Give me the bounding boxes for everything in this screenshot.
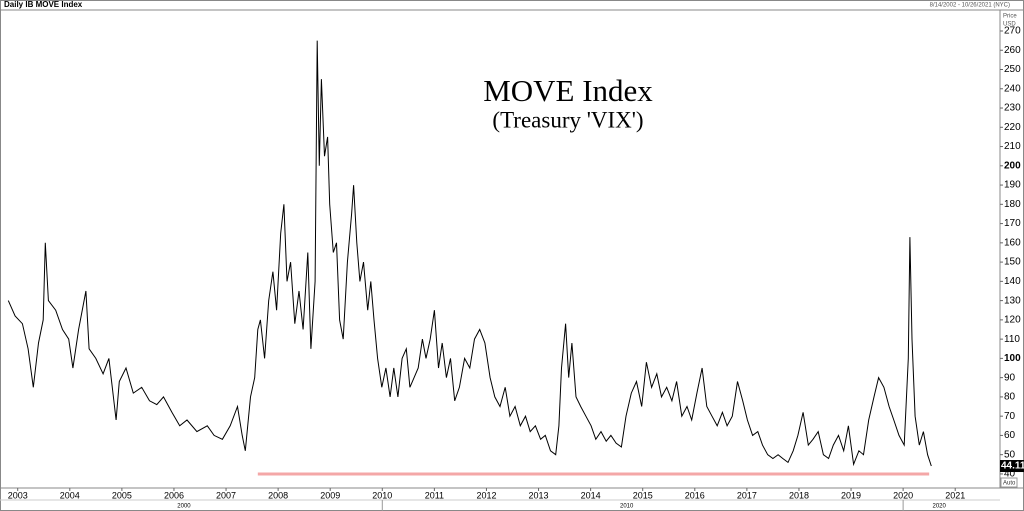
- x-tick-label: 2018: [789, 490, 809, 500]
- y-tick-label: 160: [1004, 237, 1021, 248]
- x-tick-label: 2016: [685, 490, 705, 500]
- y-tick-label: 150: [1004, 257, 1021, 268]
- y-tick-label: 40: [1004, 469, 1016, 480]
- decade-label: 2020: [932, 504, 946, 510]
- x-tick-label: 2020: [893, 490, 913, 500]
- x-tick-label: 2009: [320, 490, 340, 500]
- x-tick-label: 2005: [112, 490, 132, 500]
- decade-label: 2000: [177, 504, 191, 510]
- x-tick-label: 2004: [60, 490, 80, 500]
- y-tick-label: 140: [1004, 276, 1021, 287]
- y-tick-label: 80: [1004, 392, 1016, 403]
- price-line: [7, 40, 932, 467]
- chart-title: Daily IB MOVE Index: [4, 0, 83, 9]
- y-tick-label: 130: [1004, 295, 1021, 306]
- x-tick-label: 2006: [164, 490, 184, 500]
- y-tick-label: 270: [1004, 26, 1021, 37]
- x-tick-label: 2008: [268, 490, 288, 500]
- x-tick-label: 2013: [529, 490, 549, 500]
- x-tick-label: 2012: [476, 490, 496, 500]
- y-tick-label: 170: [1004, 218, 1021, 229]
- annotation-subtitle: (Treasury 'VIX'): [492, 107, 643, 132]
- y-tick-label: 240: [1004, 83, 1021, 94]
- y-tick-label: 60: [1004, 430, 1016, 441]
- x-tick-label: 2003: [8, 490, 28, 500]
- y-tick-label: 200: [1004, 160, 1021, 171]
- x-tick-label: 2017: [737, 490, 757, 500]
- y-tick-label: 220: [1004, 122, 1021, 133]
- last-value-box: [1000, 460, 1024, 473]
- y-tick-label: 190: [1004, 180, 1021, 191]
- date-range: 8/14/2002 - 10/26/2021 (NYC): [930, 3, 1010, 9]
- x-tick-label: 2021: [945, 490, 965, 500]
- annotation-title: MOVE Index: [483, 73, 653, 108]
- x-tick-label: 2007: [216, 490, 236, 500]
- last-value-label: 44.11: [1001, 461, 1024, 472]
- scale-mode-box[interactable]: [1000, 477, 1018, 488]
- y-axis-label: Price: [1003, 14, 1017, 20]
- y-tick-label: 250: [1004, 64, 1021, 75]
- x-tick-label: 2015: [633, 490, 653, 500]
- x-tick-label: 2014: [581, 490, 601, 500]
- y-axis-unit: USD: [1003, 22, 1016, 28]
- y-tick-label: 230: [1004, 103, 1021, 114]
- y-tick-label: 180: [1004, 199, 1021, 210]
- y-tick-label: 260: [1004, 45, 1021, 56]
- y-tick-label: 210: [1004, 141, 1021, 152]
- y-tick-label: 100: [1004, 353, 1021, 364]
- decade-label: 2010: [620, 504, 634, 510]
- y-tick-label: 90: [1004, 372, 1016, 383]
- scale-mode[interactable]: Auto: [1003, 481, 1016, 487]
- x-tick-label: 2011: [425, 490, 444, 500]
- y-tick-label: 50: [1004, 449, 1016, 460]
- y-tick-label: 110: [1004, 334, 1020, 345]
- x-tick-label: 2010: [372, 490, 392, 500]
- y-tick-label: 120: [1004, 315, 1021, 326]
- x-tick-label: 2019: [841, 490, 861, 500]
- y-tick-label: 70: [1004, 411, 1016, 422]
